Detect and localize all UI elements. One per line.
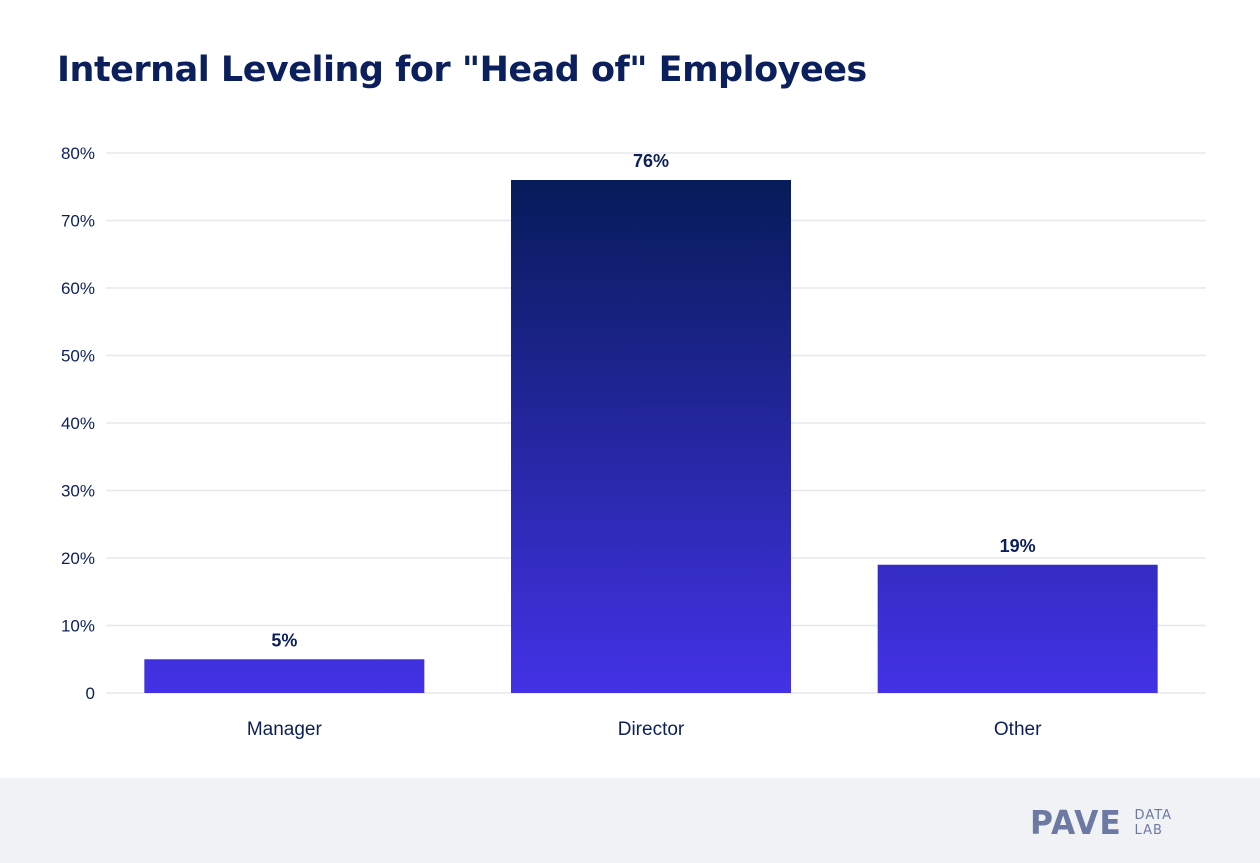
value-label: 5% <box>271 630 297 650</box>
x-tick-label: Director <box>618 719 685 740</box>
value-label: 76% <box>633 151 669 171</box>
logo-sub-line-2: LAB <box>1134 822 1163 838</box>
pave-data-lab-logo: PAVE DATA LAB <box>1030 803 1172 842</box>
logo-sub-line-1: DATA <box>1134 807 1173 823</box>
bar-manager <box>144 659 425 693</box>
value-labels: 5% 76% 19% <box>271 151 1035 650</box>
y-tick-label: 40% <box>61 414 95 433</box>
bar-director <box>511 180 791 693</box>
x-tick-label: Manager <box>247 719 323 740</box>
x-tick-label: Other <box>994 719 1042 740</box>
y-tick-label: 80% <box>61 144 95 163</box>
y-tick-label: 20% <box>61 549 95 568</box>
y-tick-label: 60% <box>61 279 95 298</box>
value-label: 19% <box>1000 536 1036 556</box>
bar-other <box>877 564 1158 693</box>
y-tick-label: 30% <box>61 482 95 501</box>
bar-chart: 0 10% 20% 30% 40% 50% 60% 70% 80% 5% 76% 19% Manag… <box>61 144 1206 740</box>
y-axis-ticks: 0 10% 20% 30% 40% 50% 60% 70% 80% <box>61 144 95 703</box>
footer-bar <box>0 778 1260 863</box>
y-tick-label: 70% <box>61 212 95 231</box>
bars <box>144 180 1158 693</box>
x-axis-ticks: Manager Director Other <box>247 719 1042 740</box>
y-tick-label: 0 <box>86 684 95 703</box>
y-tick-label: 10% <box>61 617 95 636</box>
chart-title: Internal Leveling for "Head of" Employee… <box>57 50 867 90</box>
logo-subtitle: DATA LAB <box>1135 808 1173 838</box>
y-tick-label: 50% <box>61 347 95 366</box>
logo-wordmark: PAVE <box>1030 803 1122 842</box>
